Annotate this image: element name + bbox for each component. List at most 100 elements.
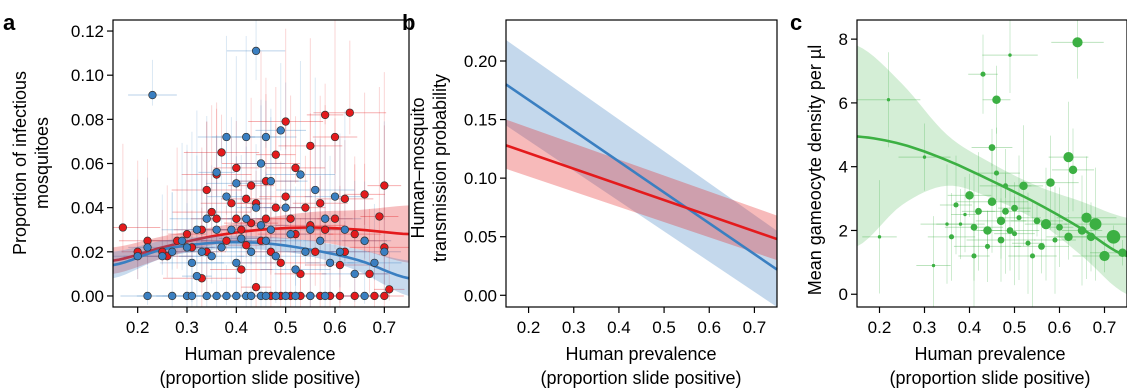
panel-a-point [316, 236, 325, 245]
panel-a-point [242, 132, 251, 142]
panel-a-point [202, 185, 211, 195]
panel-a-point [370, 291, 379, 301]
panel-a-point [271, 203, 280, 212]
panel-a-point [320, 214, 330, 223]
panel-a-point [360, 291, 369, 301]
panel-b-xtick-label: 0.2 [517, 318, 541, 337]
panel-c-point [1099, 250, 1110, 262]
panel-b-ytick-label: 0.05 [464, 228, 497, 247]
panel-c-letter: c [790, 10, 802, 35]
panel-a-point [271, 291, 280, 301]
panel-b-fit-line [505, 144, 778, 241]
panel-c-point [877, 235, 882, 239]
panel-a-point [202, 291, 211, 301]
panel-c-point [1029, 253, 1036, 259]
panel-a-point [168, 291, 177, 301]
panel-b-ylabel-line1: Human–mosquito [408, 97, 428, 238]
panel-c-point [1006, 227, 1014, 234]
panel-a-point [350, 229, 359, 239]
panel-a-point [232, 258, 241, 267]
panel-c-point [953, 202, 959, 208]
panel-a-point [276, 126, 285, 135]
panel-a-point [306, 225, 315, 234]
panel-a-point [365, 269, 374, 279]
panel-c-ytick-label: 2 [839, 221, 848, 240]
panel-a-point [335, 260, 345, 270]
panel-c-point [1016, 215, 1022, 221]
panel-a-point [222, 132, 231, 142]
panel-c-point [988, 144, 996, 151]
panel-b-fit-line [505, 83, 778, 271]
panel-a-point [316, 199, 325, 208]
panel-a-ylabel-line1: Proportion of infectious [10, 71, 30, 255]
panel-a-point [320, 225, 330, 234]
panel-a-point [271, 252, 280, 261]
panel-a-point [340, 225, 350, 234]
panel-a-point [380, 181, 389, 190]
panel-b-ci-band [506, 119, 777, 261]
panel-b-ytick-label: 0.10 [464, 169, 497, 188]
panel-a-point [237, 234, 246, 243]
panel-c-point [1046, 178, 1055, 187]
panel-a-point [177, 236, 187, 245]
panel-c-point [1081, 212, 1092, 223]
panel-b-xtick-label: 0.6 [697, 318, 721, 337]
panel-c-point [1068, 165, 1078, 175]
panel-a-point [246, 291, 256, 301]
panel-c-point [1008, 53, 1012, 57]
panel-a-point [360, 190, 369, 199]
panel-a-point [291, 291, 300, 301]
panel-c-point [997, 236, 1005, 244]
panel-c-point [1011, 204, 1018, 212]
panel-b-letter: b [402, 10, 415, 35]
panel-c-point [1106, 230, 1121, 244]
panel-a-ylabel-line2: mosquitoes [32, 117, 52, 209]
panel-a-point [266, 177, 276, 186]
panel-c-point [1052, 237, 1058, 243]
panel-c-ytick-label: 6 [839, 94, 848, 113]
panel-a-point [148, 90, 157, 100]
panel-c-point [971, 253, 977, 259]
panel-a-point [232, 163, 241, 173]
panel-a-point [256, 221, 266, 230]
panel-a-point [330, 192, 340, 201]
panel-c-point [1072, 37, 1083, 48]
panel-a-plot: 0.2 0.3 0.4 0.5 0.6 0.7 0.00 0.02 0.04 0.06 0.08 0.… [71, 19, 410, 337]
panel-a-ytick-label: 0.08 [71, 110, 104, 129]
panel-a-ytick-label: 0.04 [71, 199, 104, 218]
panel-b-ytick-label: 0.20 [464, 52, 497, 71]
panel-a-point [207, 252, 216, 261]
panel-c-xtick-label: 0.3 [913, 318, 937, 337]
panel-a-ytick-label: 0.06 [71, 155, 104, 174]
panel-a-xlabel-line2: (proportion slide positive) [159, 368, 360, 388]
panel-c-point [992, 95, 1001, 104]
panel-a-xtick-label: 0.5 [274, 318, 298, 337]
panel-c-xtick-label: 0.7 [1093, 318, 1117, 337]
panel-a-point [242, 214, 251, 223]
panel-a-point [182, 229, 192, 239]
panel-a-point [281, 192, 290, 201]
panel-c-point [975, 207, 982, 215]
panel-a-point [380, 247, 389, 256]
panel-c-ytick-label: 4 [839, 158, 848, 177]
panel-a-point [242, 241, 251, 250]
panel-c-point [1025, 240, 1031, 246]
panel-a-ytick-label: 0.02 [71, 243, 104, 262]
panel-a-point [197, 247, 206, 256]
panel-c-point [922, 155, 927, 159]
panel-a-point [207, 207, 216, 217]
panel-a-point [212, 168, 221, 177]
panel-a-point [212, 214, 221, 223]
panel-a-point [301, 203, 310, 212]
panel-c-point [996, 216, 1006, 226]
panel-a-point [192, 271, 202, 281]
panel-a-xtick-label: 0.4 [225, 318, 249, 337]
panel-c-frame [856, 19, 1127, 308]
panel-c-point [1033, 217, 1041, 225]
panel-a-point [242, 194, 251, 203]
panel-b-ci-band [506, 39, 777, 308]
panel-c-point [1002, 207, 1009, 215]
panel-a-point [311, 247, 320, 256]
panel-a-point [202, 214, 211, 223]
panel-a-ytick-label: 0.10 [71, 66, 104, 85]
